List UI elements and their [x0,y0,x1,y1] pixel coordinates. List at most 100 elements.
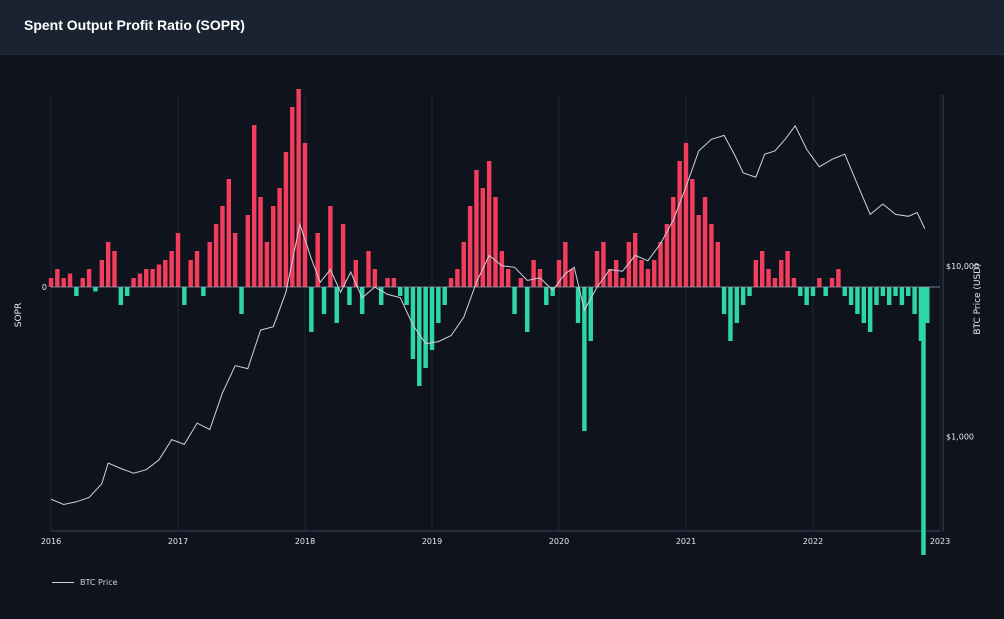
sopr-bar [188,260,193,287]
sopr-bar [112,251,117,287]
sopr-bar [677,161,682,287]
sopr-bar [156,264,162,287]
sopr-bar [404,287,409,305]
sopr-bar [594,251,600,287]
sopr-bar [588,287,593,341]
sopr-bar [105,242,111,287]
x-tick-label: 2023 [930,537,950,546]
sopr-bar [334,287,339,323]
sopr-bar [353,260,359,287]
sopr-bar [607,269,613,287]
sopr-bar [823,287,828,296]
chart-grid [50,95,944,532]
sopr-bar [715,242,720,287]
sopr-bar [144,269,149,287]
sopr-bar [867,287,873,332]
sopr-bar [175,233,181,287]
sopr-chart: 2016 2017 2018 2019 2020 2021 2022 2023 0 $10,0… [14,89,983,555]
sopr-bar [124,287,130,296]
sopr-bar [245,215,251,287]
sopr-bar [791,278,797,287]
sopr-bar [772,278,778,287]
sopr-bar [74,287,79,296]
sopr-bar [525,287,530,332]
sopr-bar [753,260,759,287]
sopr-bar [798,287,803,296]
sopr-bar [886,287,892,305]
page-title: Spent Output Profit Ratio (SOPR) [24,17,245,33]
x-tick-label: 2017 [168,537,188,546]
sopr-bar [531,260,536,287]
sopr-bar [232,233,238,287]
sopr-bar [48,278,54,287]
x-tick-label: 2020 [549,537,569,546]
y-axis-title: SOPR [14,303,24,327]
sopr-bar [182,287,187,305]
sopr-bar [163,260,168,287]
sopr-bar [829,278,835,287]
sopr-bar [283,152,289,287]
x-tick-label: 2016 [41,537,61,546]
sopr-bar [423,287,428,368]
sopr-bar [347,287,352,305]
sopr-bar [480,188,486,287]
sopr-bar [131,278,136,287]
sopr-bar [302,143,308,287]
sopr-bar [321,287,327,314]
sopr-bar [436,287,441,323]
sopr-bar [518,278,524,287]
sopr-bar [239,287,244,314]
sopr-bar [410,287,416,359]
sopr-bar [810,287,816,296]
sopr-bar [512,287,517,314]
sopr-bar [620,278,625,287]
sopr-bar [766,269,771,287]
sopr-bar [874,287,879,305]
x-tick-label: 2018 [295,537,315,546]
sopr-bar [271,206,276,287]
sopr-bar [626,242,632,287]
sopr-bar [817,278,822,287]
sopr-bar [734,287,740,323]
y2-axis: $10,000 $1,000 [946,262,979,442]
sopr-bar [220,206,225,287]
sopr-bar [467,206,473,287]
sopr-bar [61,278,66,287]
sopr-bar [696,215,701,287]
sopr-bar [785,251,790,287]
y2-tick-label: $1,000 [946,433,974,442]
sopr-bar [340,224,346,287]
sopr-bar [207,242,212,287]
sopr-bar [86,269,92,287]
sopr-bar [664,224,670,287]
sopr-bar [277,188,282,287]
sopr-bar [918,287,924,341]
sopr-bar [264,242,270,287]
sopr-bar [150,269,155,287]
sopr-bar [391,278,397,287]
sopr-bar [372,269,378,287]
sopr-bar [544,287,549,305]
sopr-bar [912,287,917,314]
sopr-bar [67,273,73,287]
sopr-bar [309,287,314,332]
legend: BTC Price [52,578,118,587]
sopr-bar [315,233,320,287]
sopr-bar [652,260,657,287]
y-tick-label: 0 [42,283,47,292]
sopr-bar [493,197,498,287]
y-axis: 0 [42,283,47,292]
sopr-bar [804,287,809,305]
sopr-bar [550,287,555,296]
sopr-bar [639,260,644,287]
y2-tick-label: $10,000 [946,262,979,271]
sopr-bar [921,287,926,555]
sopr-bar [601,242,606,287]
sopr-bar [169,251,174,287]
sopr-bar [461,242,466,287]
chart-header: Spent Output Profit Ratio (SOPR) [0,0,1004,55]
sopr-bar [582,287,587,431]
sopr-bar [417,287,422,386]
sopr-bar [613,260,619,287]
sopr-bar [258,197,263,287]
